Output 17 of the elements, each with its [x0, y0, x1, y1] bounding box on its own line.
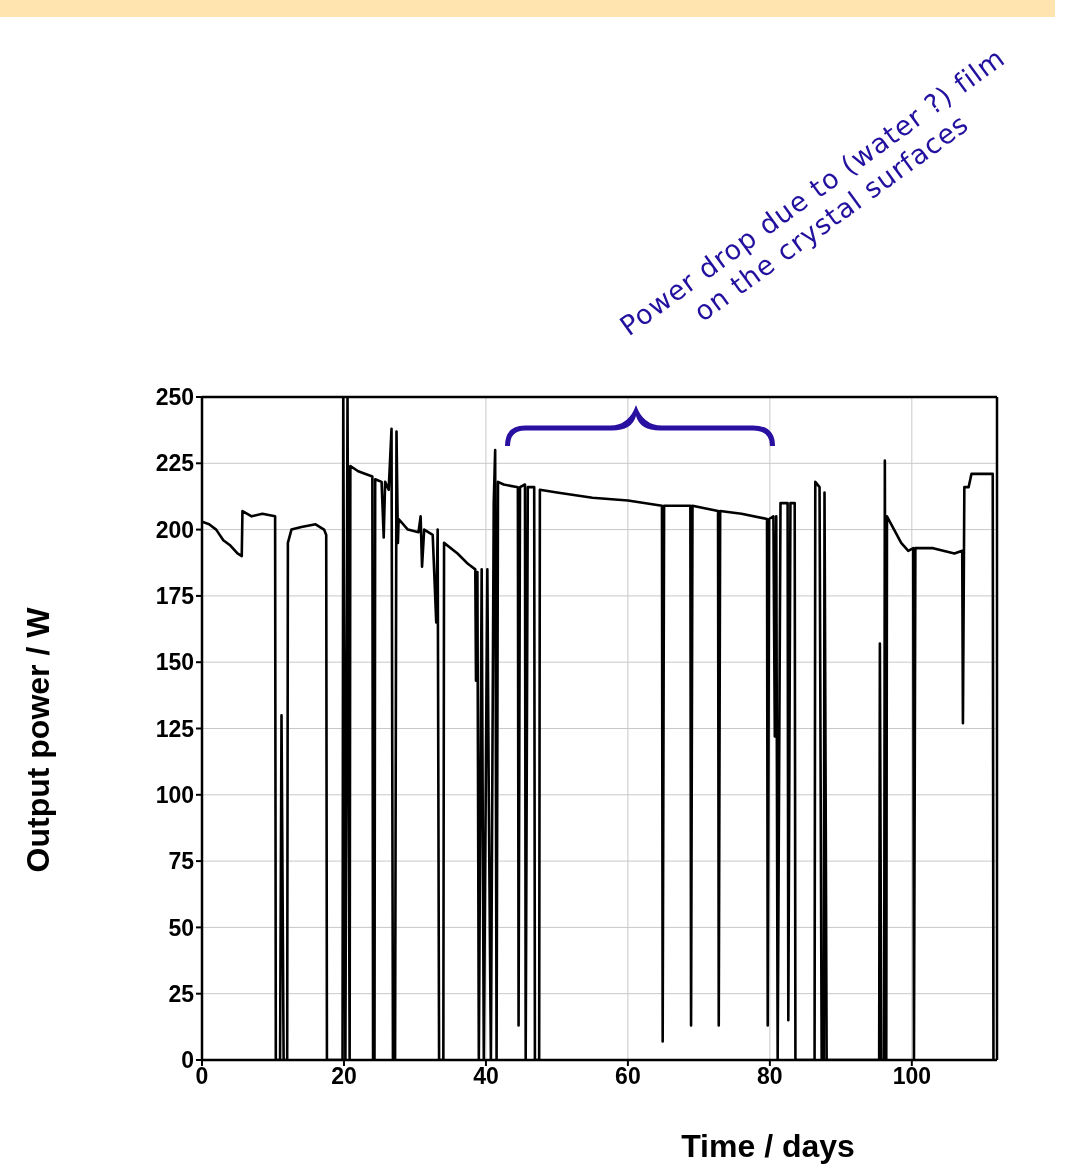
y-tick-label: 25: [168, 980, 195, 1007]
x-tick-label: 100: [892, 1063, 932, 1090]
y-tick-label: 50: [168, 914, 194, 941]
x-tick-label: 60: [615, 1063, 641, 1090]
y-tick-label: 100: [155, 781, 194, 808]
y-tick-label: 175: [155, 583, 195, 610]
y-tick-label: 75: [168, 848, 195, 875]
y-tick-label: 125: [155, 715, 195, 742]
x-tick-label: 80: [757, 1063, 783, 1090]
x-tick-label: 40: [473, 1063, 499, 1090]
x-axis-title: Time / days: [680, 1128, 856, 1165]
y-tick-label: 250: [155, 384, 194, 411]
x-tick-label: 20: [331, 1063, 357, 1090]
y-axis-title: Output power / W: [19, 607, 57, 873]
y-tick-label: 200: [155, 516, 194, 543]
y-tick-label: 225: [155, 450, 195, 477]
y-tick-label: 150: [155, 649, 194, 676]
